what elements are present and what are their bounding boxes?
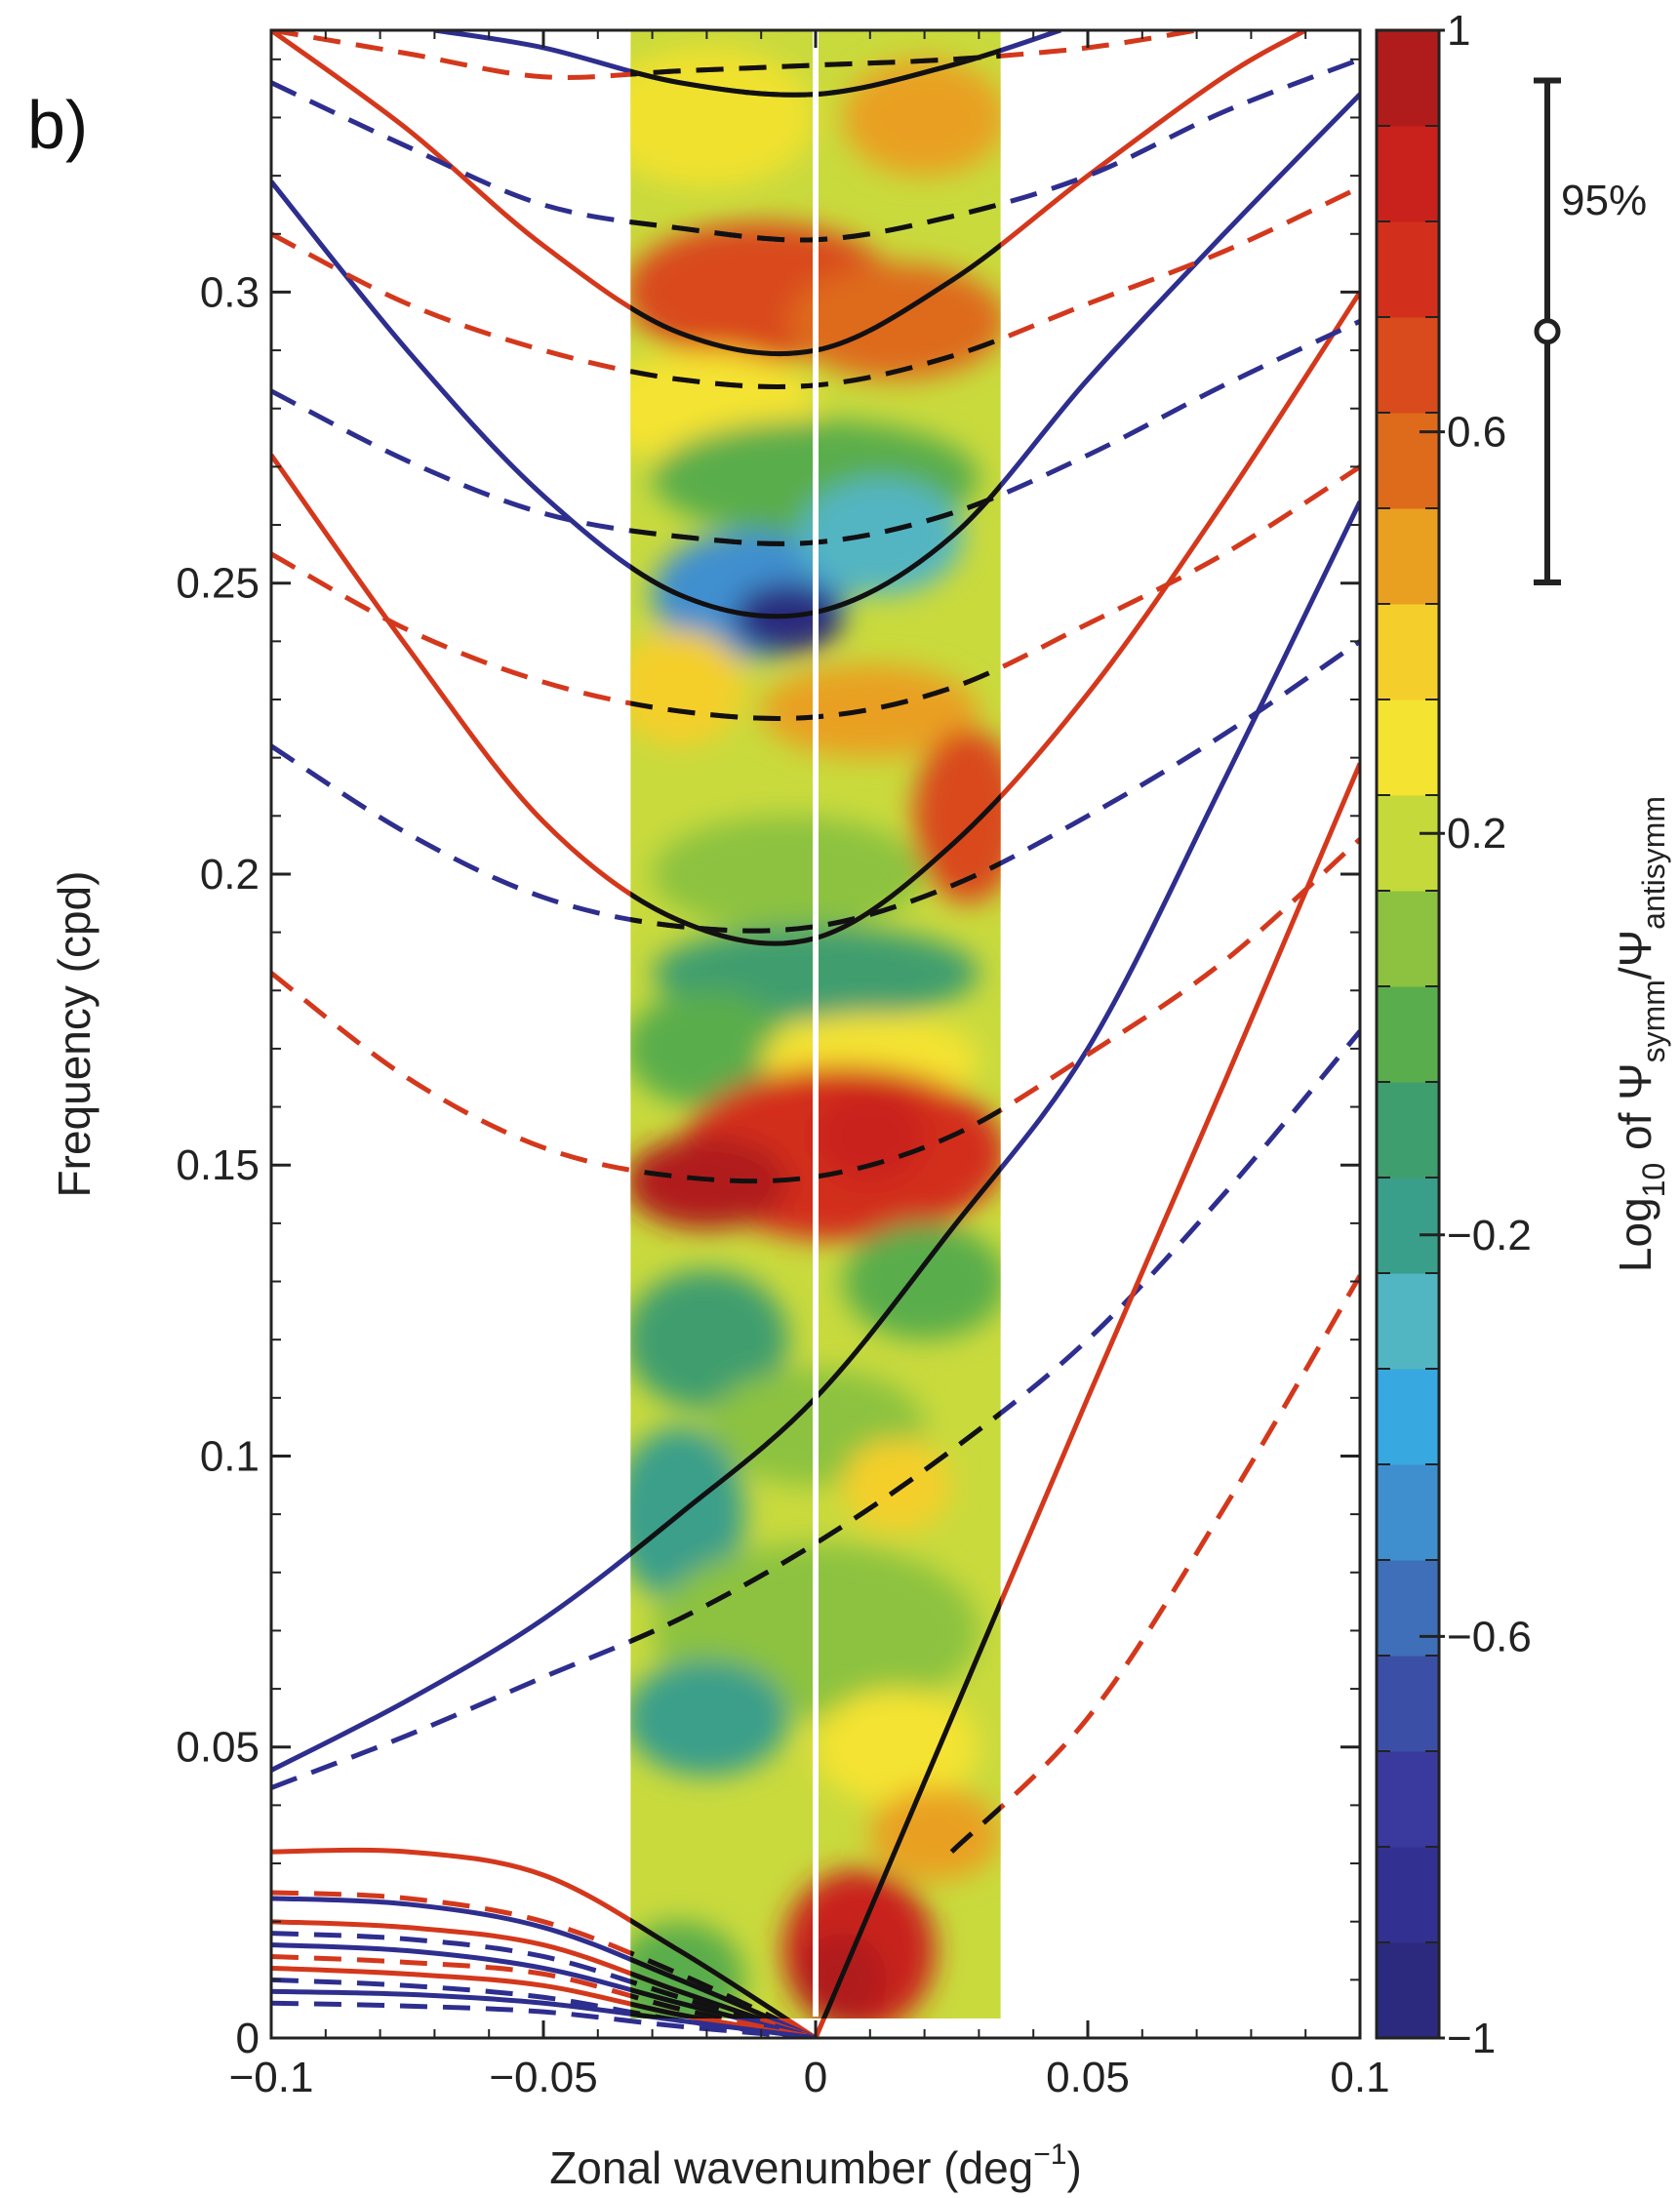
colorbar-segment	[1377, 891, 1439, 987]
x-tick-label: −0.05	[489, 2054, 597, 2101]
colorbar-segment	[1377, 1656, 1439, 1752]
curve-dashed-21	[271, 1953, 817, 2038]
heatmap-blob	[630, 1136, 789, 1229]
heatmap-blob	[816, 1089, 925, 1183]
curve-dashed-23	[271, 1977, 817, 2038]
curve-overlay-15	[630, 1917, 790, 2018]
colorbar-title: Log10 of Ψsymm/Ψantisymm	[1610, 796, 1671, 1272]
curve-overlay-0	[630, 1164, 1001, 1557]
colorbar-segment	[1377, 1369, 1439, 1465]
colorbar-tick-label: 1	[1447, 7, 1470, 55]
heatmap-blob	[630, 1269, 789, 1410]
colorbar-tick-label: 0.2	[1447, 810, 1506, 858]
heatmap-blob	[842, 1222, 1001, 1340]
x-tick-label: 0	[804, 2054, 827, 2101]
colorbar-segment	[1377, 604, 1439, 700]
heatmap-blob	[630, 629, 745, 746]
x-tick-label: 0.1	[1330, 2054, 1389, 2101]
colorbar-segment	[1377, 508, 1439, 605]
colorbar-frame	[1375, 28, 1441, 2040]
curve-overlay-13	[630, 48, 1001, 98]
heatmap-blob	[630, 1426, 745, 1602]
y-tick-label: 0.1	[200, 1432, 260, 1480]
colorbar-tick-label: −0.6	[1447, 1613, 1532, 1660]
heatmap-blob	[842, 59, 1001, 177]
x-tick-label: 0.05	[1046, 2054, 1130, 2101]
colorbar-segment	[1377, 1082, 1439, 1179]
y-tick-label: 0.2	[200, 851, 260, 899]
curve-overlay-1	[630, 1410, 1001, 1645]
colorbar-segment	[1377, 126, 1439, 222]
heatmap-blob	[869, 1787, 1001, 1881]
colorbar-segment	[1377, 1942, 1439, 2039]
curve-overlay-2	[820, 1596, 1001, 2018]
curve-overlay-4	[630, 1106, 1001, 1184]
x-axis: −0.1 −0.05 0 0.05 0.1	[229, 30, 1390, 2101]
y-tick-label: 0.3	[200, 268, 260, 316]
colorbar-segment	[1377, 986, 1439, 1083]
heatmap-blob	[788, 262, 1001, 380]
curve-overlay-17	[630, 1956, 778, 2018]
colorbar	[1375, 28, 1441, 2040]
heatmap-blob	[799, 478, 963, 595]
curve-overlay-16	[630, 1950, 781, 2018]
curve-overlay-5	[630, 792, 1001, 946]
colorbar-segment	[1377, 1178, 1439, 1274]
heatmap-blob	[652, 816, 925, 933]
curve-overlay-14	[630, 53, 1001, 77]
x-axis-title: Zonal wavenumber (deg−1)	[549, 2138, 1082, 2193]
colorbar-tick-label: −0.2	[1447, 1212, 1532, 1259]
y-axis-title: Frequency (cpd)	[49, 871, 100, 1198]
y-axis: 0 0.05 0.1 0.15 0.2 0.25 0.3	[176, 58, 1360, 2062]
colorbar-tick-label: −1	[1447, 2015, 1496, 2062]
curve-solid-22	[271, 1965, 817, 2038]
colorbar-ticks: 1 0.6 0.2 −0.2 −0.6 −1	[1420, 7, 1532, 2062]
heatmap-blob	[630, 1659, 789, 1777]
heatmap-blob	[816, 1689, 980, 1806]
colorbar-segment	[1377, 30, 1439, 127]
curve-overlay-11	[630, 242, 1001, 357]
curve-dashed-19	[271, 1931, 817, 2038]
colorbar-segment	[1377, 1751, 1439, 1848]
colorbar-segment	[1377, 699, 1439, 796]
curve-solid-24	[271, 1988, 817, 2038]
y-tick-label: 0.15	[176, 1141, 260, 1189]
curve-overlay-3	[949, 1804, 1001, 1854]
curve-dashed-3	[949, 1274, 1360, 1854]
y-tick-label: 0	[236, 2015, 260, 2062]
y-tick-label: 0.05	[176, 1724, 260, 1772]
y-tick-label: 0.25	[176, 560, 260, 608]
heatmap	[630, 30, 1001, 2018]
x-tick-label: −0.1	[229, 2054, 314, 2101]
colorbar-segment	[1377, 221, 1439, 318]
significance-bar	[1534, 77, 1561, 585]
colorbar-segment	[1377, 413, 1439, 509]
colorbar-segment	[1377, 1464, 1439, 1561]
colorbar-segment	[1377, 1847, 1439, 1943]
heatmap-blob	[630, 990, 789, 1107]
significance-bar-center	[1534, 318, 1561, 345]
significance-label: 95%	[1561, 177, 1647, 224]
colorbar-segment	[1377, 1560, 1439, 1657]
colorbar-segment	[1377, 317, 1439, 414]
curve-overlay-20	[630, 1986, 750, 2018]
curve-dashed-6	[271, 639, 1360, 934]
curve-overlay-18	[630, 1971, 767, 2018]
colorbar-segment	[1377, 1273, 1439, 1370]
colorbar-tick-label: 0.6	[1447, 409, 1506, 457]
panel-label: b)	[27, 87, 88, 163]
colorbar-segment	[1377, 795, 1439, 892]
curve-dashed-25	[271, 2000, 817, 2038]
